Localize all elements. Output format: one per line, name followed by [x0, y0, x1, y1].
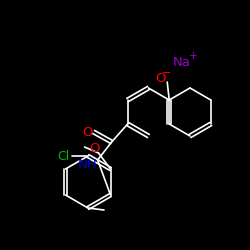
- Text: Cl: Cl: [57, 150, 69, 162]
- Text: O: O: [82, 126, 93, 140]
- Text: NH: NH: [78, 158, 98, 172]
- Text: Na: Na: [172, 56, 190, 68]
- Text: −: −: [162, 68, 171, 78]
- Text: O: O: [155, 72, 166, 86]
- Text: +: +: [189, 51, 198, 61]
- Text: O: O: [89, 142, 100, 154]
